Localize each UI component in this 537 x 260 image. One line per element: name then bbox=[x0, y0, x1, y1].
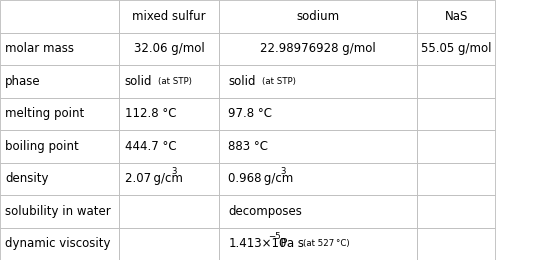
Bar bbox=[417, 130, 495, 162]
Text: 2.07 g/cm: 2.07 g/cm bbox=[125, 172, 183, 185]
Bar bbox=[417, 65, 495, 98]
Text: solubility in water: solubility in water bbox=[5, 205, 111, 218]
Bar bbox=[0, 98, 119, 130]
Text: (at STP): (at STP) bbox=[262, 77, 295, 86]
Text: 32.06 g/mol: 32.06 g/mol bbox=[134, 42, 204, 55]
Bar bbox=[0, 65, 119, 98]
Text: 3: 3 bbox=[171, 167, 177, 176]
Bar bbox=[219, 32, 417, 65]
Bar bbox=[219, 162, 417, 195]
Text: 1.413×10: 1.413×10 bbox=[228, 237, 287, 250]
Bar bbox=[119, 162, 219, 195]
Bar bbox=[119, 228, 219, 260]
Text: Pa s: Pa s bbox=[278, 237, 303, 250]
Text: boiling point: boiling point bbox=[5, 140, 79, 153]
Bar bbox=[219, 228, 417, 260]
Bar bbox=[417, 32, 495, 65]
Text: 444.7 °C: 444.7 °C bbox=[125, 140, 176, 153]
Text: sodium: sodium bbox=[296, 10, 339, 23]
Bar bbox=[417, 228, 495, 260]
Text: solid: solid bbox=[125, 75, 152, 88]
Text: 22.98976928 g/mol: 22.98976928 g/mol bbox=[260, 42, 376, 55]
Bar bbox=[119, 130, 219, 162]
Text: 3: 3 bbox=[281, 167, 286, 176]
Bar bbox=[0, 32, 119, 65]
Text: dynamic viscosity: dynamic viscosity bbox=[5, 237, 111, 250]
Text: decomposes: decomposes bbox=[228, 205, 302, 218]
Bar bbox=[119, 32, 219, 65]
Text: (at STP): (at STP) bbox=[158, 77, 192, 86]
Bar bbox=[417, 162, 495, 195]
Bar bbox=[0, 0, 119, 32]
Text: molar mass: molar mass bbox=[5, 42, 74, 55]
Text: density: density bbox=[5, 172, 49, 185]
Bar bbox=[0, 162, 119, 195]
Text: 0.968 g/cm: 0.968 g/cm bbox=[228, 172, 294, 185]
Bar bbox=[119, 65, 219, 98]
Text: solid: solid bbox=[228, 75, 256, 88]
Text: 112.8 °C: 112.8 °C bbox=[125, 107, 176, 120]
Bar bbox=[0, 195, 119, 228]
Bar bbox=[0, 228, 119, 260]
Bar bbox=[417, 98, 495, 130]
Text: −5: −5 bbox=[268, 232, 281, 241]
Bar bbox=[119, 0, 219, 32]
Bar bbox=[119, 195, 219, 228]
Bar bbox=[219, 65, 417, 98]
Bar bbox=[417, 195, 495, 228]
Text: 883 °C: 883 °C bbox=[228, 140, 268, 153]
Text: (at 527 °C): (at 527 °C) bbox=[303, 239, 350, 248]
Text: melting point: melting point bbox=[5, 107, 85, 120]
Bar bbox=[0, 130, 119, 162]
Text: NaS: NaS bbox=[445, 10, 468, 23]
Text: phase: phase bbox=[5, 75, 41, 88]
Bar bbox=[219, 195, 417, 228]
Bar bbox=[219, 130, 417, 162]
Bar bbox=[219, 98, 417, 130]
Text: 97.8 °C: 97.8 °C bbox=[228, 107, 272, 120]
Text: 55.05 g/mol: 55.05 g/mol bbox=[421, 42, 491, 55]
Text: mixed sulfur: mixed sulfur bbox=[132, 10, 206, 23]
Bar bbox=[417, 0, 495, 32]
Bar bbox=[119, 98, 219, 130]
Bar bbox=[219, 0, 417, 32]
